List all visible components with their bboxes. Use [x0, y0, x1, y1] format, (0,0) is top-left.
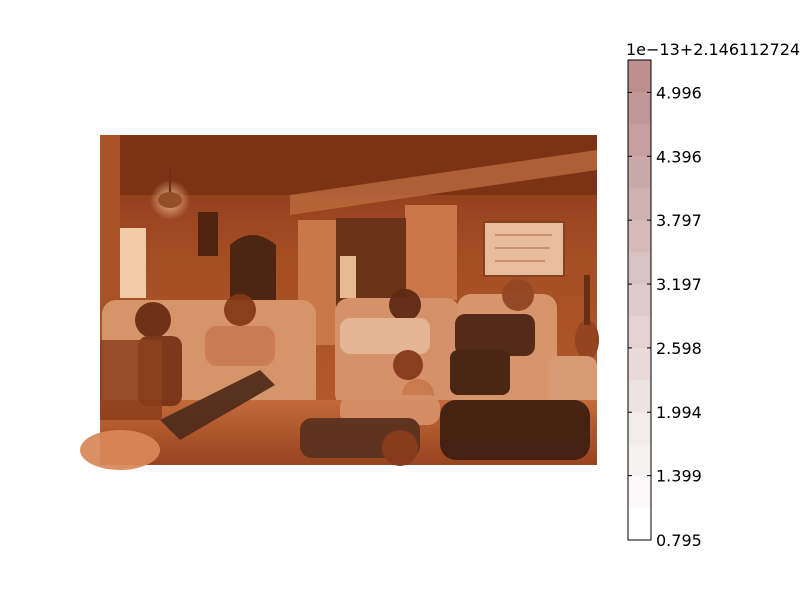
colorbar-tick-label: 3.197	[656, 275, 702, 294]
colorbar-band	[628, 252, 651, 285]
colorbar-band	[628, 476, 651, 509]
colorbar-tick-label: 1.994	[656, 403, 702, 422]
colorbar-band	[628, 92, 651, 125]
colorbar-tick-label: 0.795	[656, 531, 702, 550]
colorbar-band	[628, 444, 651, 477]
colorbar-band	[628, 156, 651, 189]
colorbar-band	[628, 220, 651, 253]
colorbar-band	[628, 316, 651, 349]
colorbar-tick-label: 2.598	[656, 339, 702, 358]
photo-image	[80, 135, 599, 470]
colorbar-band	[628, 380, 651, 413]
colorbar-ticks: 4.996 4.396 3.797 3.197 2.598 1.994 1.399 0.795	[628, 83, 702, 550]
colorbar-band	[628, 124, 651, 157]
colorbar-tick-label: 3.797	[656, 211, 702, 230]
colorbar-band	[628, 284, 651, 317]
colorbar-band	[628, 188, 651, 221]
colorbar-tick-label: 4.996	[656, 83, 702, 102]
colorbar: 4.996 4.396 3.797 3.197 2.598 1.994 1.399 0.795…	[626, 40, 800, 550]
colorbar-band	[628, 412, 651, 445]
colorbar-band	[628, 508, 651, 541]
colorbar-band	[628, 348, 651, 381]
colorbar-bands	[628, 60, 651, 541]
colorbar-tick-label: 1.399	[656, 467, 702, 486]
colorbar-offset-label: 1e−13+2.146112724	[626, 40, 800, 59]
colorbar-frame	[627, 59, 652, 541]
colorbar-band	[628, 60, 651, 93]
colorbar-tick-label: 4.396	[656, 147, 702, 166]
